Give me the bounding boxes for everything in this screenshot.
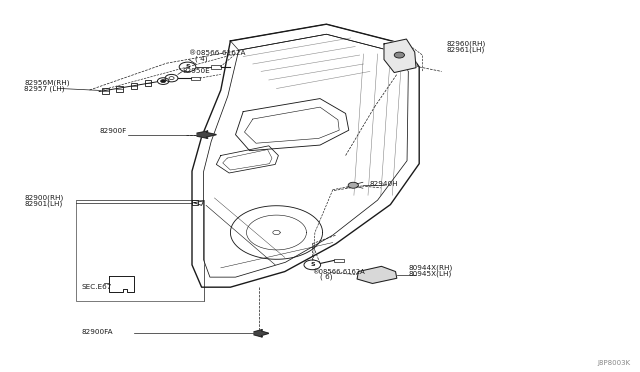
Text: ®08566-6162A: ®08566-6162A <box>189 50 245 56</box>
Bar <box>191 77 200 80</box>
Text: 80944X(RH): 80944X(RH) <box>408 264 452 271</box>
Bar <box>102 88 109 94</box>
Polygon shape <box>357 266 397 283</box>
Text: SEC.E67: SEC.E67 <box>82 284 112 290</box>
Text: 82900FA: 82900FA <box>82 329 113 335</box>
Text: 82900(RH): 82900(RH) <box>24 195 63 201</box>
Bar <box>116 86 123 92</box>
Circle shape <box>161 80 166 83</box>
Text: ®08566-6162A: ®08566-6162A <box>312 269 365 275</box>
Text: 82960(RH): 82960(RH) <box>447 41 486 47</box>
Text: 82957 (LH): 82957 (LH) <box>24 85 65 92</box>
Text: ( 6): ( 6) <box>320 274 333 280</box>
Text: 82940H: 82940H <box>370 181 399 187</box>
Text: J8P8003K: J8P8003K <box>597 360 630 366</box>
Text: 82961(LH): 82961(LH) <box>447 46 485 53</box>
Text: 82950E: 82950E <box>182 68 210 74</box>
Text: 82900F: 82900F <box>99 128 127 134</box>
Text: 82901(LH): 82901(LH) <box>24 201 63 207</box>
Bar <box>192 200 198 205</box>
Bar <box>334 259 344 262</box>
Polygon shape <box>384 39 416 73</box>
Bar <box>145 80 151 86</box>
Polygon shape <box>254 330 269 337</box>
Circle shape <box>394 52 404 58</box>
Text: S: S <box>310 262 315 267</box>
Text: ( 4): ( 4) <box>195 55 208 62</box>
Bar <box>131 83 137 89</box>
Text: 82956M(RH): 82956M(RH) <box>24 79 70 86</box>
Polygon shape <box>197 131 216 138</box>
Text: 80945X(LH): 80945X(LH) <box>408 270 452 277</box>
Circle shape <box>348 182 358 188</box>
Text: S: S <box>185 64 190 70</box>
Bar <box>211 65 221 69</box>
